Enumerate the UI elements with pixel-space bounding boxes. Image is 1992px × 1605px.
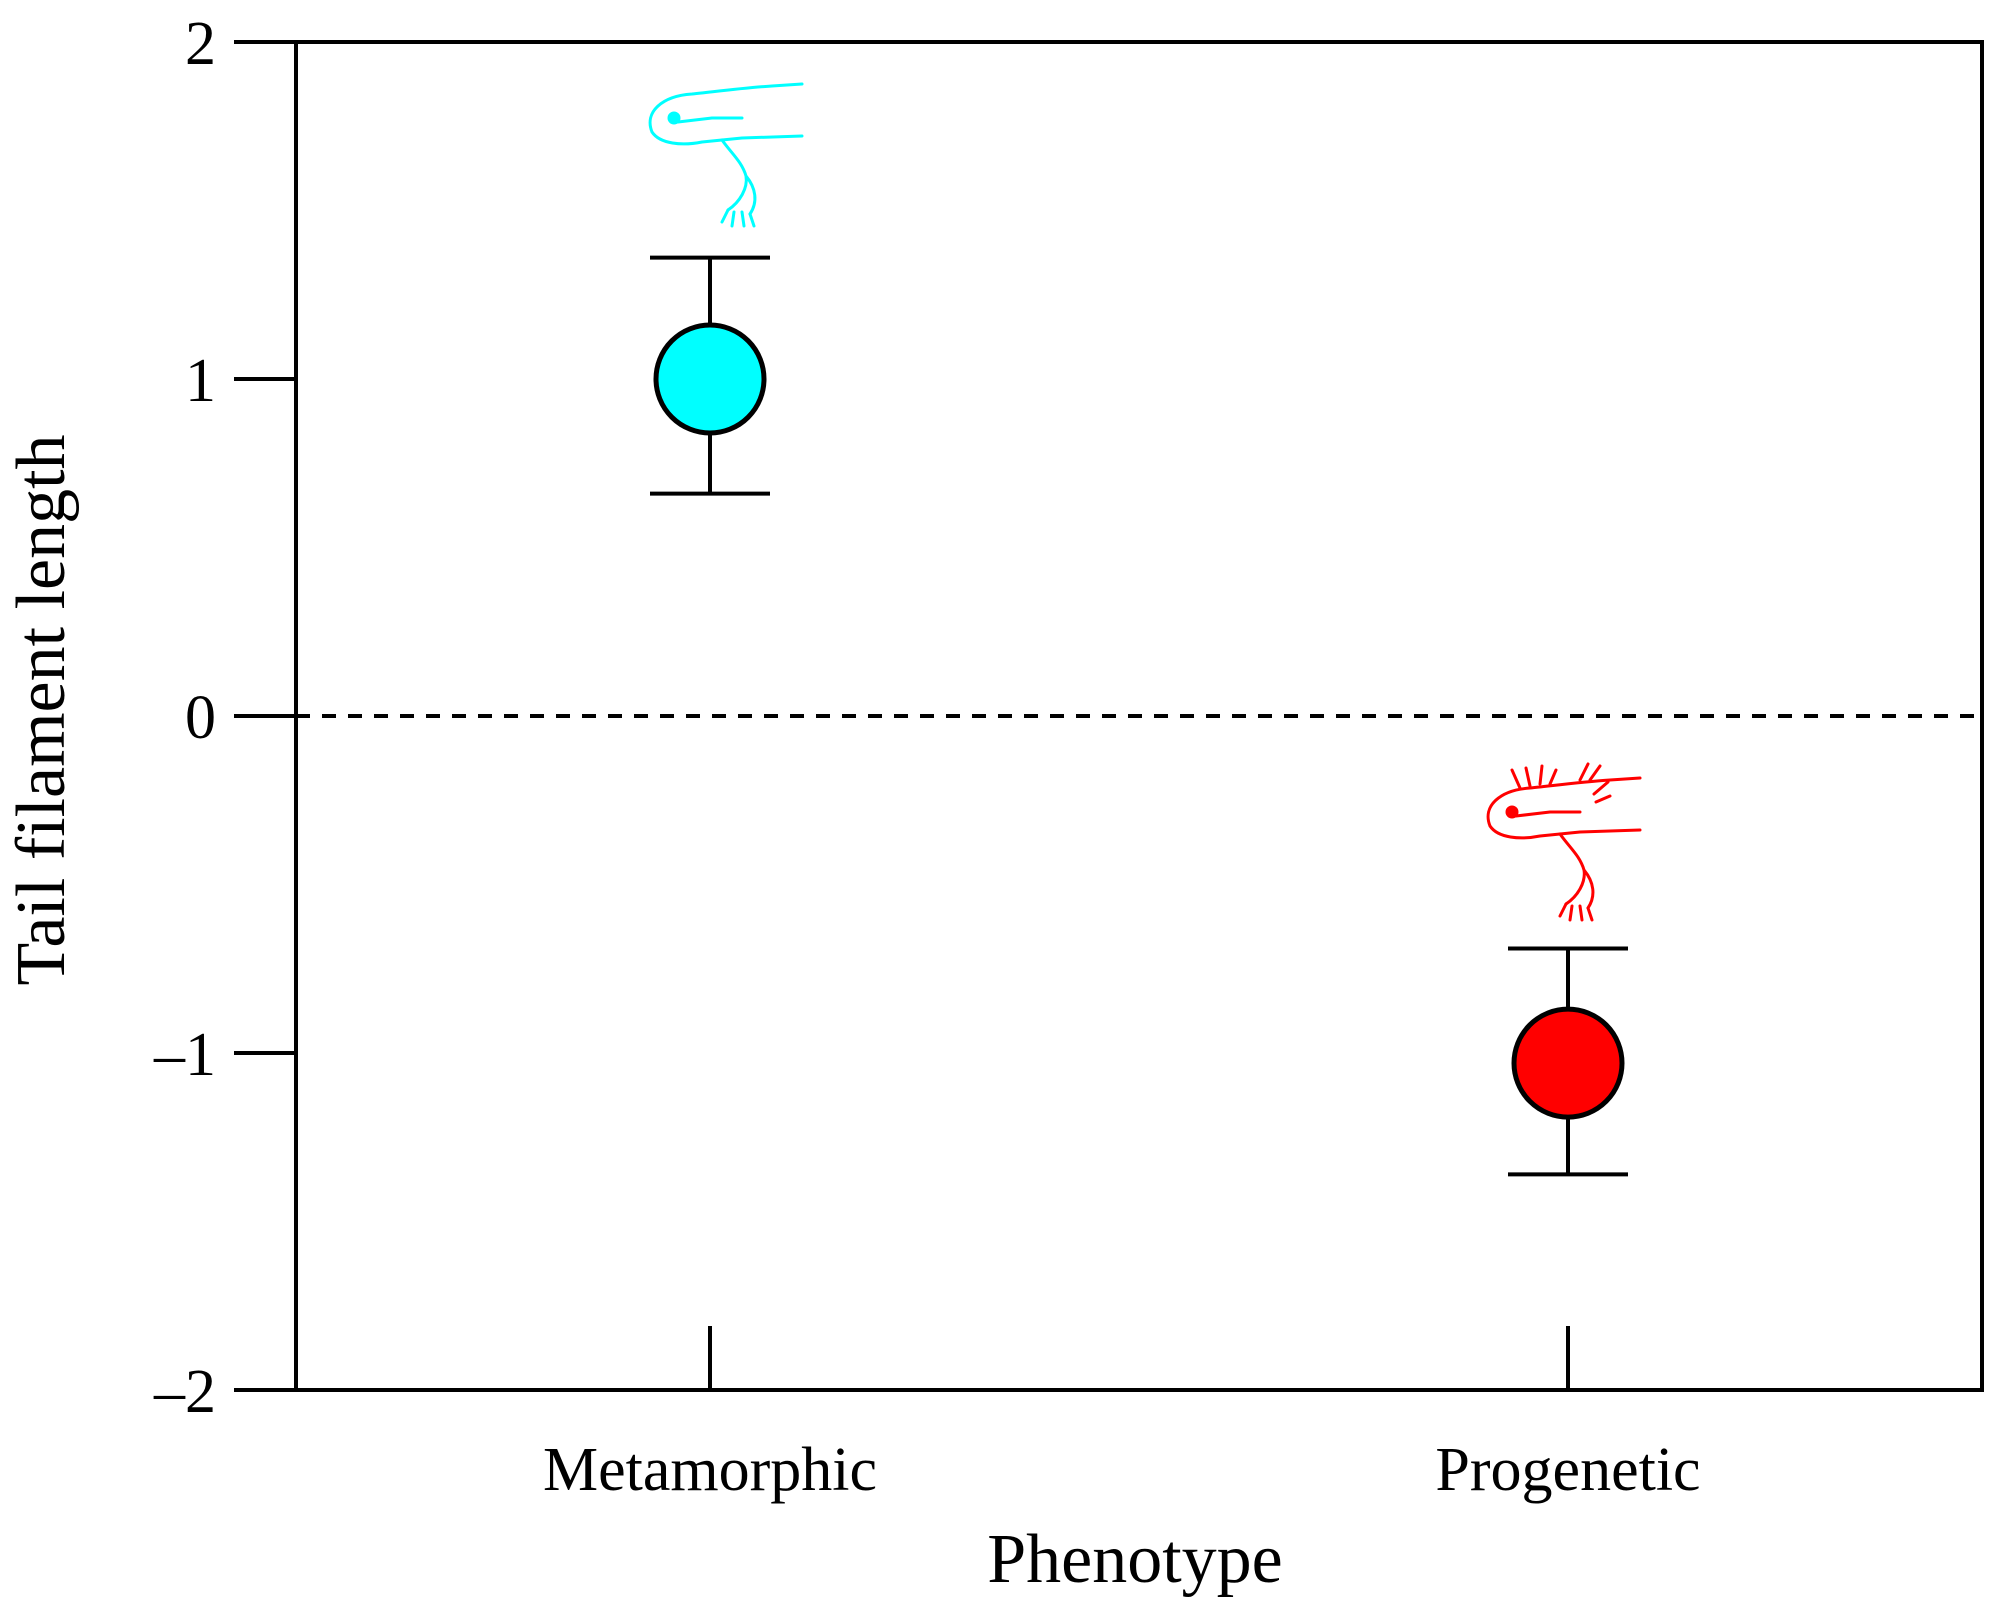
y-axis-title: Tail filament length [3, 434, 80, 985]
progenetic-axolotl-icon-leg [1558, 832, 1595, 910]
progenetic-axolotl-icon [1486, 762, 1642, 922]
progenetic-axolotl-icon-body [1486, 776, 1642, 840]
marks-layer [650, 255, 1628, 1177]
x-tick-label: Progenetic [1435, 1436, 1700, 1504]
y-tick-label: 1 [185, 347, 216, 415]
data-point [653, 322, 767, 436]
metamorphic-salamander-icon-eye [667, 111, 681, 125]
y-tick-label: –1 [153, 1021, 216, 1089]
progenetic-axolotl-icon-mouth [1514, 810, 1582, 818]
y-tick-label: 2 [185, 10, 216, 78]
x-tick-label: Metamorphic [543, 1436, 877, 1504]
axes-layer: 2 1 0 –1 –2 Metamorphic Progenetic [153, 10, 1984, 1504]
y-tick-label: –2 [153, 1358, 216, 1426]
data-point [1511, 1006, 1625, 1120]
icons-layer [648, 82, 1642, 922]
x-axis-title: Phenotype [987, 1521, 1283, 1598]
progenetic-axolotl-icon-toes [1558, 902, 1594, 922]
metamorphic-salamander-icon-leg [720, 138, 757, 216]
progenetic-axolotl-icon-eye [1505, 805, 1519, 819]
y-tick-label: 0 [185, 684, 216, 752]
progenetic-axolotl-icon-gills [1510, 762, 1612, 804]
metamorphic-salamander-icon-toes [720, 208, 756, 228]
metamorphic-salamander-icon-body [648, 82, 804, 146]
metamorphic-salamander-icon-mouth [676, 116, 744, 124]
metamorphic-salamander-icon [648, 82, 804, 228]
